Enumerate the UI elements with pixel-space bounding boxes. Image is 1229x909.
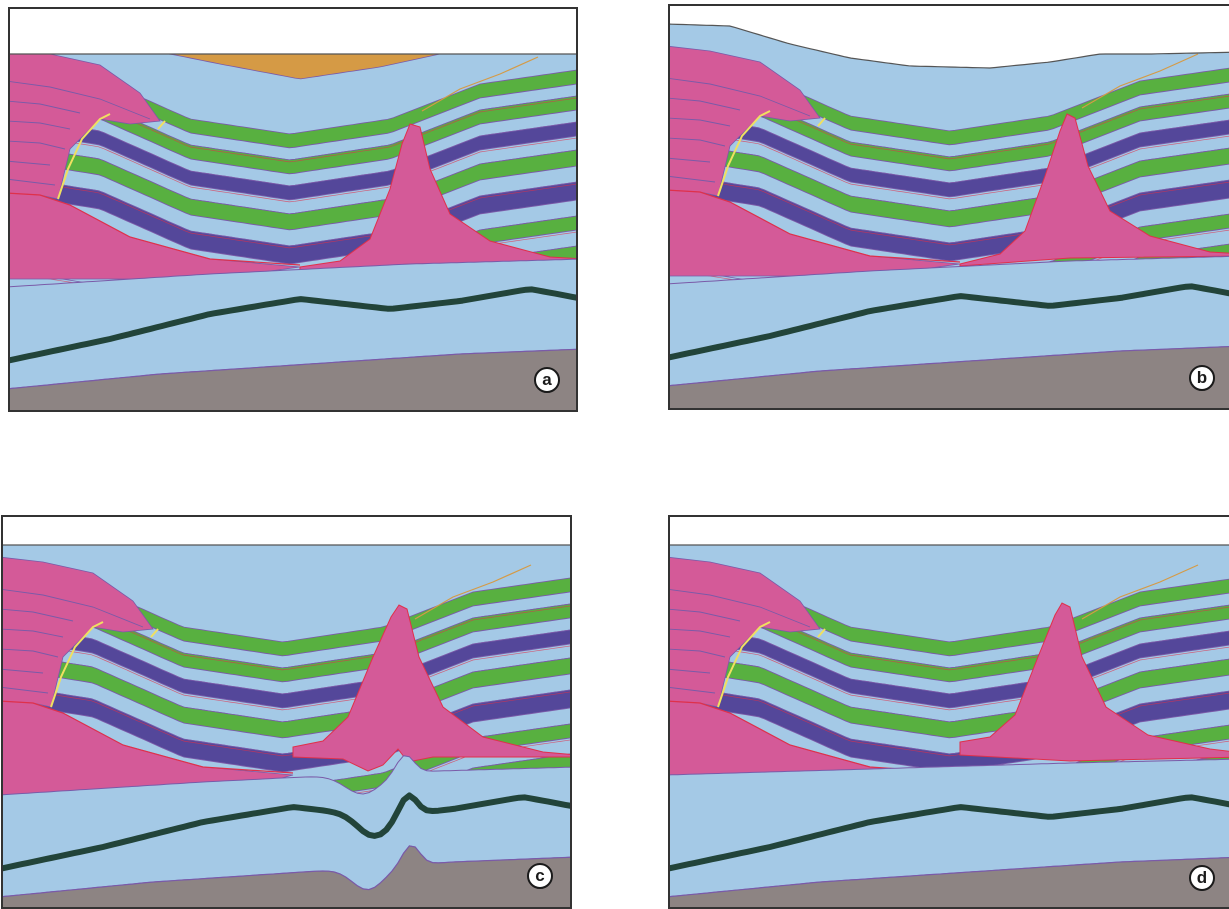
sky-area — [670, 6, 1229, 68]
salt-internal-line — [3, 608, 74, 622]
salt-internal-line — [10, 179, 56, 186]
salt-diapir — [292, 604, 570, 772]
fault-line — [157, 120, 166, 130]
salt-internal-line — [670, 628, 731, 638]
fault-line — [717, 110, 771, 197]
cross-section-a — [10, 9, 576, 410]
panel-label-b: b — [1189, 365, 1215, 391]
fault-line — [717, 621, 771, 708]
fault-line — [1081, 53, 1199, 109]
salt-internal-line — [10, 120, 71, 130]
strata-marker-line — [3, 686, 570, 757]
salt-diapir — [959, 113, 1229, 267]
strata-marker-line — [10, 132, 576, 203]
salt-internal-line — [3, 648, 59, 658]
salt-internal-line — [670, 668, 711, 674]
fault-line — [150, 628, 159, 638]
salt-internal-line — [670, 117, 731, 127]
panel-label-d: d — [1189, 865, 1215, 891]
strata-marker-line — [670, 686, 1229, 757]
cross-section-d — [670, 517, 1229, 907]
salt-internal-line — [670, 608, 741, 622]
salt-internal-line — [3, 589, 144, 628]
salt-internal-line — [670, 137, 726, 147]
salt-internal-line — [10, 140, 66, 150]
panel-label-a: a — [534, 367, 560, 393]
fault-line — [817, 628, 826, 638]
salt-internal-line — [10, 160, 51, 166]
basement — [10, 348, 576, 410]
section-panel-b: b — [668, 4, 1229, 410]
basement — [3, 845, 570, 907]
cross-section-b — [670, 6, 1229, 408]
salt-contact-line — [670, 189, 961, 263]
salt-internal-line — [670, 97, 741, 111]
marker-horizon — [670, 283, 1229, 361]
section-panel-c: c — [1, 515, 572, 909]
salt-internal-line — [670, 687, 716, 694]
salt-internal-line — [3, 668, 44, 674]
salt-internal-line — [670, 78, 811, 117]
salt-internal-line — [670, 176, 716, 183]
marker-horizon — [10, 286, 576, 364]
salt-contact-line — [670, 700, 961, 774]
strata-marker-line — [10, 178, 576, 249]
salt-contact-line — [10, 192, 301, 266]
strata-marker-line — [670, 640, 1229, 711]
salt-internal-line — [10, 100, 81, 114]
fault-line — [817, 117, 826, 127]
sky-area — [3, 517, 570, 545]
salt-internal-line — [3, 628, 64, 638]
salt-internal-line — [670, 589, 811, 628]
salt-internal-line — [670, 157, 711, 163]
salt-internal-line — [3, 687, 49, 694]
panel-label-c: c — [527, 863, 553, 889]
fault-line — [50, 621, 104, 708]
salt-contact-line — [3, 700, 294, 774]
strata-marker-line — [670, 175, 1229, 246]
salt-diapir — [959, 602, 1229, 762]
cross-section-c — [3, 517, 570, 907]
fault-line — [57, 113, 111, 200]
salt-internal-line — [670, 648, 726, 658]
marker-horizon — [3, 792, 570, 872]
sky-area — [10, 9, 576, 54]
fault-line — [421, 56, 539, 112]
fault-line — [1081, 564, 1199, 620]
basement — [670, 346, 1229, 408]
section-panel-a: a — [8, 7, 578, 412]
surface-line — [670, 23, 1229, 69]
salt-internal-line — [10, 81, 151, 120]
strata-marker-line — [670, 129, 1229, 200]
marker-horizon — [670, 794, 1229, 872]
basement — [670, 857, 1229, 907]
strata-marker-line — [3, 640, 570, 711]
section-panel-d: d — [668, 515, 1229, 909]
sky-area — [670, 517, 1229, 545]
fault-line — [414, 564, 532, 620]
